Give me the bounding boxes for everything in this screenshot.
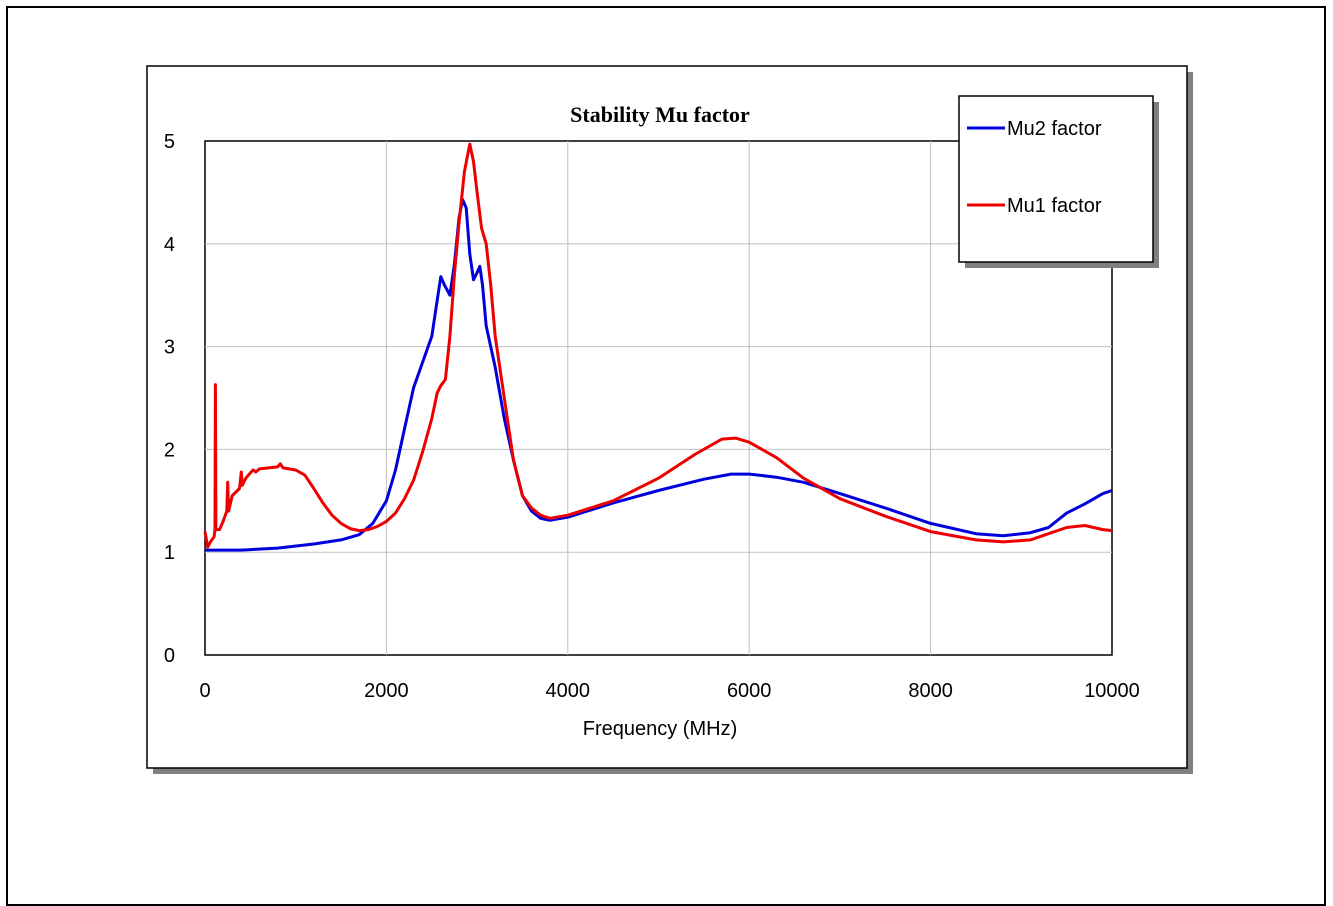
series-line-mu1-factor bbox=[203, 142, 1113, 549]
series-lines bbox=[203, 142, 1113, 552]
legend-box bbox=[958, 95, 1154, 263]
grid-lines bbox=[205, 141, 1112, 655]
chart-title: Stability Mu factor bbox=[570, 102, 750, 127]
chart: 0 2000 4000 6000 8000 10000 0 1 2 3 4 5 Stability M… bbox=[146, 65, 1193, 774]
legend: Mu2 factor Mu1 factor bbox=[958, 95, 1159, 268]
x-tick-label: 8000 bbox=[908, 680, 953, 702]
x-tick-label: 6000 bbox=[727, 680, 772, 702]
legend-label-mu2: Mu2 factor bbox=[1007, 118, 1102, 140]
x-axis-label: Frequency (MHz) bbox=[583, 718, 737, 740]
y-tick-label: 1 bbox=[164, 542, 175, 564]
y-tick-label: 3 bbox=[164, 337, 175, 359]
x-tick-label: 4000 bbox=[546, 680, 591, 702]
y-tick-label: 5 bbox=[164, 131, 175, 153]
series-line-mu2-factor bbox=[205, 198, 1113, 552]
x-tick-label: 0 bbox=[199, 680, 210, 702]
x-tick-label: 2000 bbox=[364, 680, 409, 702]
y-tick-label: 0 bbox=[164, 645, 175, 667]
legend-label-mu1: Mu1 factor bbox=[1007, 195, 1102, 217]
y-tick-label: 2 bbox=[164, 439, 175, 461]
tick-labels: 0 2000 4000 6000 8000 10000 0 1 2 3 4 5 bbox=[164, 131, 1140, 702]
y-tick-label: 4 bbox=[164, 234, 175, 256]
x-tick-label: 10000 bbox=[1084, 680, 1140, 702]
